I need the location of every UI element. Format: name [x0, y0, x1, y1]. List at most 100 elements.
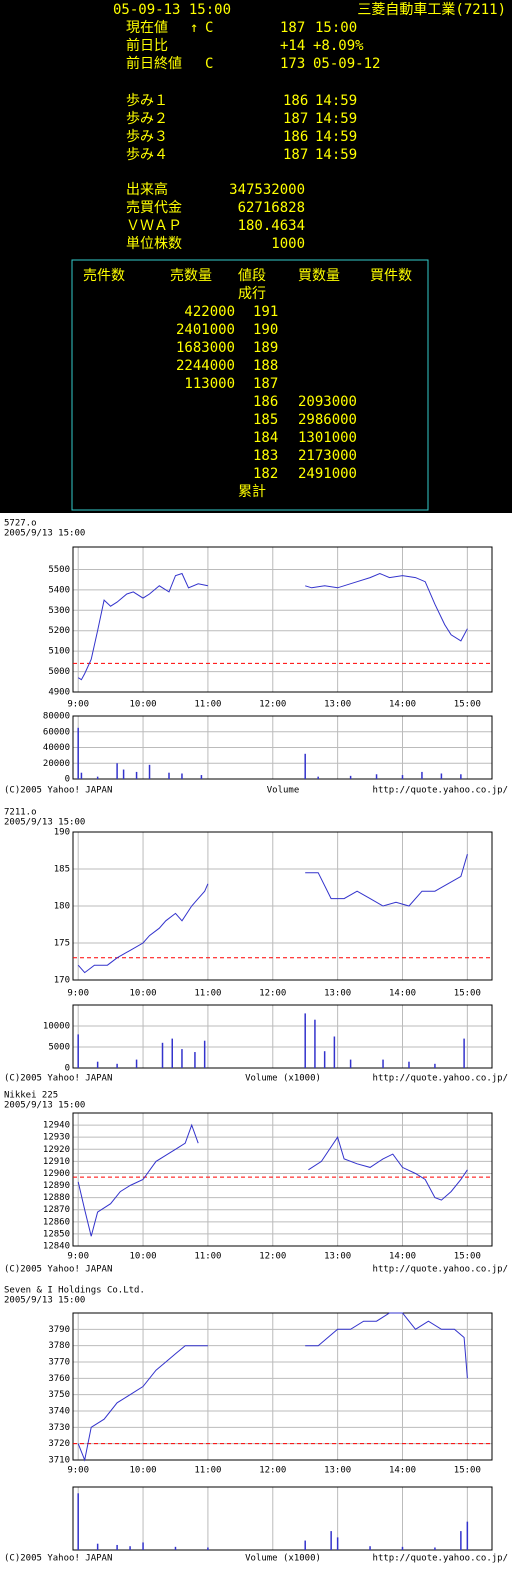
- y-tick-label: 4900: [48, 688, 70, 698]
- y-tick-label: 3790: [48, 1325, 70, 1335]
- price: 188: [253, 358, 278, 374]
- x-tick-label: 13:00: [324, 1466, 351, 1476]
- x-tick-label: 11:00: [194, 700, 221, 710]
- x-tick-label: 11:00: [194, 989, 221, 999]
- copyright: (C)2005 Yahoo! JAPAN: [4, 1265, 112, 1275]
- change: +14: [280, 38, 305, 54]
- y-tick-label: 190: [54, 828, 70, 838]
- price: 173: [280, 56, 305, 72]
- x-tick-label: 14:00: [389, 1466, 416, 1476]
- chart-subtitle: 2005/9/13 15:00: [4, 818, 85, 828]
- price: 190: [253, 322, 278, 338]
- price: 187: [283, 111, 308, 127]
- y-tick-label: 12840: [43, 1242, 70, 1252]
- x-tick-label: 11:00: [194, 1252, 221, 1262]
- y-tick-label: 185: [54, 865, 70, 875]
- y-tick-label: 5500: [48, 565, 70, 575]
- x-tick-label: 10:00: [130, 1466, 157, 1476]
- volume-label: Volume (x1000): [245, 1554, 321, 1564]
- y-tick-label: 12920: [43, 1145, 70, 1155]
- label: 歩み４: [126, 147, 168, 163]
- source-url: http://quote.yahoo.co.jp/: [373, 786, 508, 796]
- price-line: [77, 1123, 468, 1237]
- copyright: (C)2005 Yahoo! JAPAN: [4, 786, 112, 796]
- y-tick-label: 3730: [48, 1423, 70, 1433]
- y-tick-label: 5000: [48, 1043, 70, 1053]
- buy-qty: 2986000: [298, 412, 357, 428]
- volume-label: Volume (x1000): [245, 1074, 321, 1084]
- buy-qty: 2093000: [298, 394, 357, 410]
- label: 単位株数: [126, 236, 182, 252]
- quote-panel: [0, 0, 512, 513]
- price-line: [77, 1312, 468, 1462]
- y-tick-label: 12900: [43, 1169, 70, 1179]
- x-tick-label: 12:00: [259, 1466, 286, 1476]
- plot-frame: [72, 1112, 493, 1247]
- company: 三菱自動車工業(7211): [357, 1, 506, 18]
- y-tick-label: 170: [54, 976, 70, 986]
- sell-qty: 2244000: [176, 358, 235, 374]
- date: 05-09-12: [313, 56, 380, 72]
- header: 売数量: [170, 268, 212, 284]
- x-tick-label: 13:00: [324, 1252, 351, 1262]
- y-tick-label: 20000: [43, 759, 70, 769]
- arrow: ↑: [190, 20, 198, 36]
- sell-qty: 422000: [184, 304, 235, 320]
- price: 186: [253, 394, 278, 410]
- y-tick-label: 0: [65, 1064, 70, 1074]
- plot-frame: [72, 1004, 493, 1069]
- flag: C: [205, 20, 213, 36]
- time: 15:00: [315, 20, 357, 36]
- y-tick-label: 12850: [43, 1229, 70, 1239]
- timestamp: 05-09-13 15:00: [113, 2, 231, 18]
- flag: C: [205, 56, 213, 72]
- chart-title: 7211.o: [4, 808, 37, 818]
- y-tick-label: 10000: [43, 1022, 70, 1032]
- y-tick-label: 12860: [43, 1217, 70, 1227]
- source-url: http://quote.yahoo.co.jp/: [373, 1554, 508, 1564]
- label: 前日終値: [126, 55, 182, 72]
- price: 184: [253, 430, 278, 446]
- plot-frame: [72, 1312, 493, 1461]
- x-tick-label: 12:00: [259, 700, 286, 710]
- x-tick-label: 15:00: [454, 989, 481, 999]
- value: 62716828: [238, 200, 305, 216]
- price: 187: [280, 20, 305, 36]
- x-tick-label: 10:00: [130, 1252, 157, 1262]
- x-tick-label: 9:00: [67, 1252, 89, 1262]
- source-url: http://quote.yahoo.co.jp/: [373, 1074, 508, 1084]
- x-tick-label: 12:00: [259, 1252, 286, 1262]
- y-tick-label: 60000: [43, 727, 70, 737]
- sell-qty: 2401000: [176, 322, 235, 338]
- time: 14:59: [315, 129, 357, 145]
- sell-qty: 1683000: [176, 340, 235, 356]
- header: 買件数: [370, 268, 412, 284]
- price: 189: [253, 340, 278, 356]
- chart-subtitle: 2005/9/13 15:00: [4, 529, 85, 539]
- label: 累計: [238, 484, 266, 500]
- header: 買数量: [298, 268, 340, 284]
- time: 14:59: [315, 93, 357, 109]
- y-tick-label: 3750: [48, 1390, 70, 1400]
- price-line: [77, 572, 468, 681]
- x-tick-label: 10:00: [130, 989, 157, 999]
- x-tick-label: 15:00: [454, 700, 481, 710]
- value: 347532000: [229, 182, 305, 198]
- change-pct: +8.09%: [313, 38, 364, 54]
- chart-subtitle: 2005/9/13 15:00: [4, 1296, 85, 1306]
- value: 1000: [271, 236, 305, 252]
- time: 14:59: [315, 147, 357, 163]
- x-tick-label: 13:00: [324, 700, 351, 710]
- label: 成行: [238, 286, 266, 302]
- y-tick-label: 0: [65, 775, 70, 785]
- copyright: (C)2005 Yahoo! JAPAN: [4, 1074, 112, 1084]
- y-tick-label: 3760: [48, 1374, 70, 1384]
- x-tick-label: 10:00: [130, 700, 157, 710]
- chart-title: Seven & I Holdings Co.Ltd.: [4, 1286, 145, 1296]
- y-tick-label: 12870: [43, 1205, 70, 1215]
- price: 185: [253, 412, 278, 428]
- chart-subtitle: 2005/9/13 15:00: [4, 1101, 85, 1111]
- chart-title: Nikkei 225: [4, 1091, 58, 1101]
